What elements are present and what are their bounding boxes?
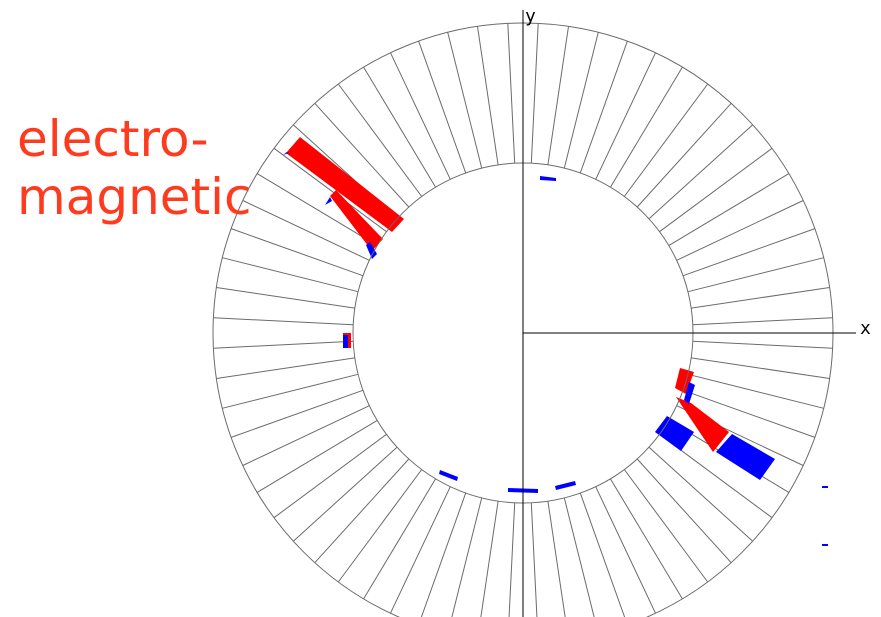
sector-divider: [687, 257, 824, 293]
sector-divider: [691, 357, 830, 379]
sector-divider: [579, 40, 628, 174]
sector-divider: [216, 357, 355, 379]
sector-divider: [682, 389, 816, 438]
sector-divider: [242, 405, 370, 466]
sector-divider: [242, 200, 370, 261]
hadronic-deposit: [655, 416, 694, 451]
sector-divider: [222, 257, 359, 293]
hadronic-deposit: [283, 152, 289, 155]
electromagnetic-annotation: electro- magnetic: [17, 110, 252, 226]
sector-divider: [314, 458, 410, 564]
y-axis-label: y: [525, 6, 536, 27]
sector-divider: [668, 173, 790, 247]
hadronic-deposit: [716, 434, 775, 480]
sector-divider: [230, 389, 364, 438]
sector-divider: [676, 200, 804, 261]
sector-divider: [337, 83, 423, 197]
calorimeter-sectors: [213, 23, 833, 617]
sector-divider: [530, 502, 538, 617]
em-deposit: [286, 137, 404, 232]
sector-divider: [636, 102, 732, 208]
sector-divider: [563, 32, 599, 169]
sector-divider: [447, 32, 483, 169]
sector-divider: [273, 433, 387, 519]
sector-divider: [273, 147, 387, 233]
hadronic-deposit: [540, 176, 556, 181]
sector-divider: [508, 502, 516, 617]
sector-divider: [692, 340, 833, 349]
hadronic-deposit: [366, 242, 377, 259]
sector-divider: [213, 317, 354, 326]
blue-tick-mark: [822, 544, 828, 546]
hadronic-deposit: [325, 197, 332, 205]
hadronic-deposit: [555, 481, 576, 490]
sector-divider: [595, 486, 656, 614]
sector-divider: [256, 419, 378, 493]
sector-divider: [292, 446, 398, 542]
sector-divider: [363, 478, 437, 600]
sector-divider: [314, 102, 410, 208]
sector-divider: [213, 340, 354, 349]
sector-divider: [222, 373, 359, 409]
sector-divider: [480, 501, 499, 617]
sector-divider: [648, 446, 754, 542]
sector-divider: [692, 317, 833, 326]
sector-divider: [337, 469, 423, 583]
sector-divider: [579, 492, 626, 617]
em-deposit: [330, 190, 383, 251]
blue-tick-mark: [822, 486, 828, 488]
sector-divider: [477, 26, 499, 165]
sector-divider: [609, 66, 683, 188]
sector-divider: [390, 52, 451, 180]
sector-divider: [648, 124, 754, 220]
sector-divider: [230, 228, 364, 277]
annotation-line-1: electro-: [17, 110, 209, 168]
sector-divider: [682, 228, 816, 277]
sector-divider: [636, 458, 732, 564]
sector-divider: [451, 497, 483, 617]
sector-divider: [623, 83, 709, 197]
sector-divider: [623, 469, 709, 583]
sector-divider: [256, 173, 378, 247]
sector-divider: [363, 66, 437, 188]
x-axis-label: x: [860, 318, 871, 339]
hadronic-deposit: [343, 335, 348, 348]
sector-divider: [659, 147, 773, 233]
sector-divider: [563, 497, 595, 617]
sector-divider: [420, 492, 467, 617]
sector-divider: [530, 23, 539, 164]
sector-divider: [609, 478, 683, 600]
sector-divider: [216, 287, 355, 309]
sector-divider: [418, 40, 467, 174]
sector-divider: [547, 26, 569, 165]
sector-divider: [595, 52, 656, 180]
sector-divider: [507, 23, 516, 164]
sector-divider: [687, 373, 824, 409]
sector-divider: [390, 486, 451, 614]
sector-divider: [691, 287, 830, 309]
sector-divider: [547, 501, 566, 617]
hadronic-deposit: [684, 382, 695, 404]
hadronic-deposit: [439, 470, 458, 481]
energy-deposits: [283, 137, 775, 493]
annotation-line-2: magnetic: [17, 168, 252, 226]
em-deposit: [675, 368, 694, 394]
em-deposit: [676, 397, 729, 452]
